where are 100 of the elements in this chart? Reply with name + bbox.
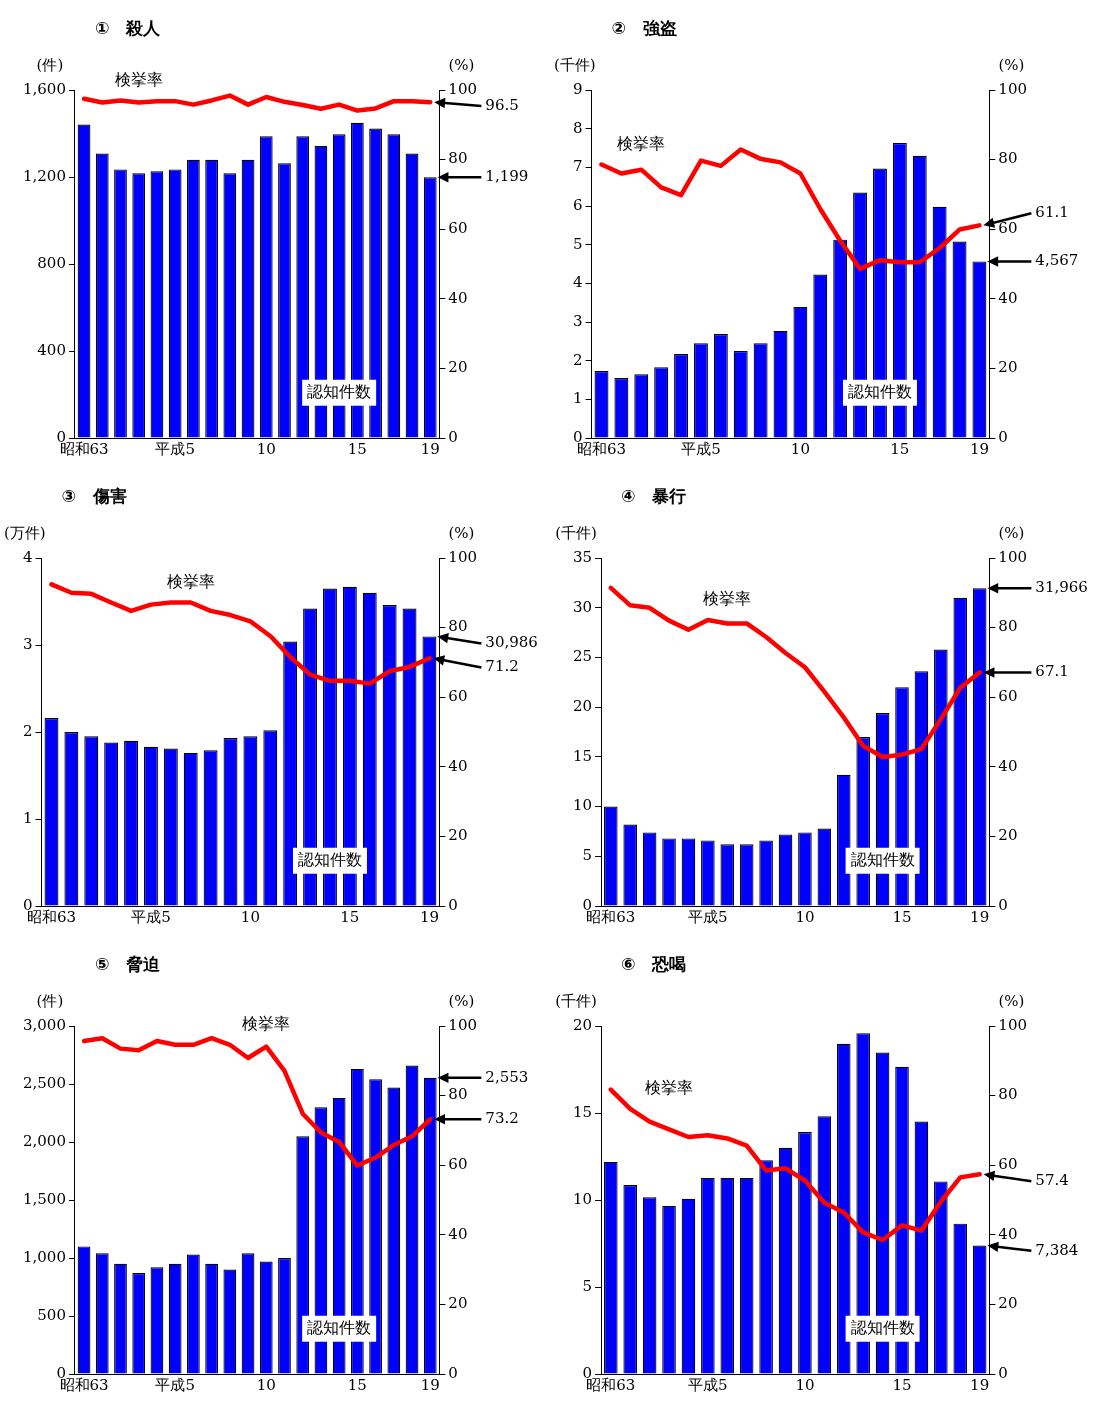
y-tick-label: 400 [37,340,66,359]
y-tick-label: 15 [572,746,593,765]
y2-tick-label: 60 [448,687,468,706]
chart-title: ⑤ 脅迫 [94,953,162,974]
x-tick-label: 10 [256,1375,276,1394]
y-axis-title: (件) [36,56,64,75]
y2-axis-title: (%) [448,992,475,1011]
y2-tick-label: 80 [998,617,1018,636]
y2-tick-label: 40 [448,288,468,307]
y-tick-label: 1,200 [22,166,66,185]
x-tick-label: 19 [420,1375,440,1394]
y-axis-title: (件) [36,992,64,1011]
y2-tick-label: 100 [448,547,478,566]
x-tick-label: 平成5 [681,439,721,458]
series-label: 認知件数 [850,1317,915,1337]
x-tick-label: 10 [256,439,276,458]
y-tick-label: 35 [572,547,593,566]
y-tick-label: 3 [573,311,583,330]
y-tick-label: 7 [573,157,583,176]
x-tick-label: 10 [795,1375,815,1394]
y-tick-label: 9 [573,79,583,98]
text: 71.2 [485,657,519,676]
text: 1,199 [485,167,529,186]
text: 57.4 [1035,1171,1069,1190]
y-tick-label: 1,600 [22,79,66,98]
x-tick-label: 平成5 [155,1375,195,1394]
y2-tick-label: 0 [998,427,1008,446]
y-tick-label: 20 [572,697,593,716]
y2-tick-label: 0 [448,1363,458,1382]
x-tick-label: 10 [790,439,810,458]
y-tick-label: 2 [573,350,583,369]
text: 2,553 [485,1067,529,1086]
y-axis-title: (万件) [4,524,46,543]
y2-tick-label: 20 [998,1294,1018,1313]
x-tick-label: 15 [892,907,912,926]
x-tick-label: 19 [969,439,989,458]
y2-tick-label: 60 [998,1155,1018,1174]
y2-tick-label: 60 [998,687,1018,706]
y2-axis-title: (%) [998,992,1025,1011]
series-label: 検挙率 [645,1077,694,1097]
y-tick-label: 3 [23,634,33,653]
y2-tick-label: 80 [448,149,468,168]
y2-tick-label: 40 [998,756,1018,775]
x-tick-label: 平成5 [688,1375,728,1394]
x-tick-label: 平成5 [131,907,171,926]
y-tick-label: 10 [572,1189,593,1208]
y2-axis-title: (%) [448,524,475,543]
y-tick-label: 1 [573,389,583,408]
y2-tick-label: 60 [448,219,468,238]
y2-tick-label: 0 [998,1363,1008,1382]
series-label: 検挙率 [617,133,666,153]
y2-tick-label: 80 [998,149,1018,168]
y-tick-label: 5 [582,1276,593,1295]
x-tick-label: 15 [892,1375,912,1394]
y-tick-label: 4 [573,273,583,292]
y-tick-label: 10 [572,796,593,815]
y-tick-label: 3,000 [22,1015,66,1034]
y2-tick-label: 40 [998,288,1018,307]
text: 30,986 [485,633,538,652]
y2-tick-label: 80 [448,617,468,636]
y2-axis-title: (%) [448,56,475,75]
y-tick-label: 30 [572,597,593,616]
series-label: 認知件数 [847,381,912,401]
y2-tick-label: 0 [448,895,458,914]
y2-tick-label: 100 [998,1015,1028,1034]
x-tick-label: 19 [419,907,439,926]
y-tick-label: 2,500 [22,1073,66,1092]
x-tick-label: 15 [347,439,367,458]
y2-tick-label: 100 [998,79,1028,98]
text: 96.5 [485,95,519,114]
y2-tick-label: 0 [998,895,1008,914]
x-tick-label: 10 [240,907,260,926]
y-tick-label: 2,000 [22,1131,66,1150]
y-tick-label: 800 [37,253,66,272]
y2-tick-label: 20 [448,1294,468,1313]
y2-axis-title: (%) [998,56,1025,75]
x-tick-label: 15 [890,439,910,458]
series-label: 検挙率 [114,69,163,89]
y-tick-label: 6 [573,195,583,214]
text: 31,966 [1035,578,1088,597]
x-tick-label: 15 [340,907,360,926]
y-tick-label: 5 [573,234,583,253]
y-tick-label: 5 [582,846,593,865]
series-label: 認知件数 [307,381,372,401]
y2-tick-label: 60 [448,1155,468,1174]
y2-tick-label: 0 [448,427,458,446]
x-tick-label: 10 [795,907,815,926]
y-tick-label: 15 [572,1102,593,1121]
y2-tick-label: 60 [998,219,1018,238]
series-label: 検挙率 [242,1013,291,1033]
chart-title: ① 殺人 [94,17,162,38]
series-label: 認知件数 [307,1317,372,1337]
chart-title: ④ 暴行 [621,485,687,506]
y2-tick-label: 100 [998,547,1028,566]
chart-title: ② 強盗 [611,17,677,38]
y2-axis-title: (%) [998,524,1025,543]
x-tick-label: 15 [347,1375,367,1394]
y2-tick-label: 80 [448,1085,468,1104]
y-tick-label: 4 [23,547,33,566]
y2-tick-label: 40 [448,1224,468,1243]
